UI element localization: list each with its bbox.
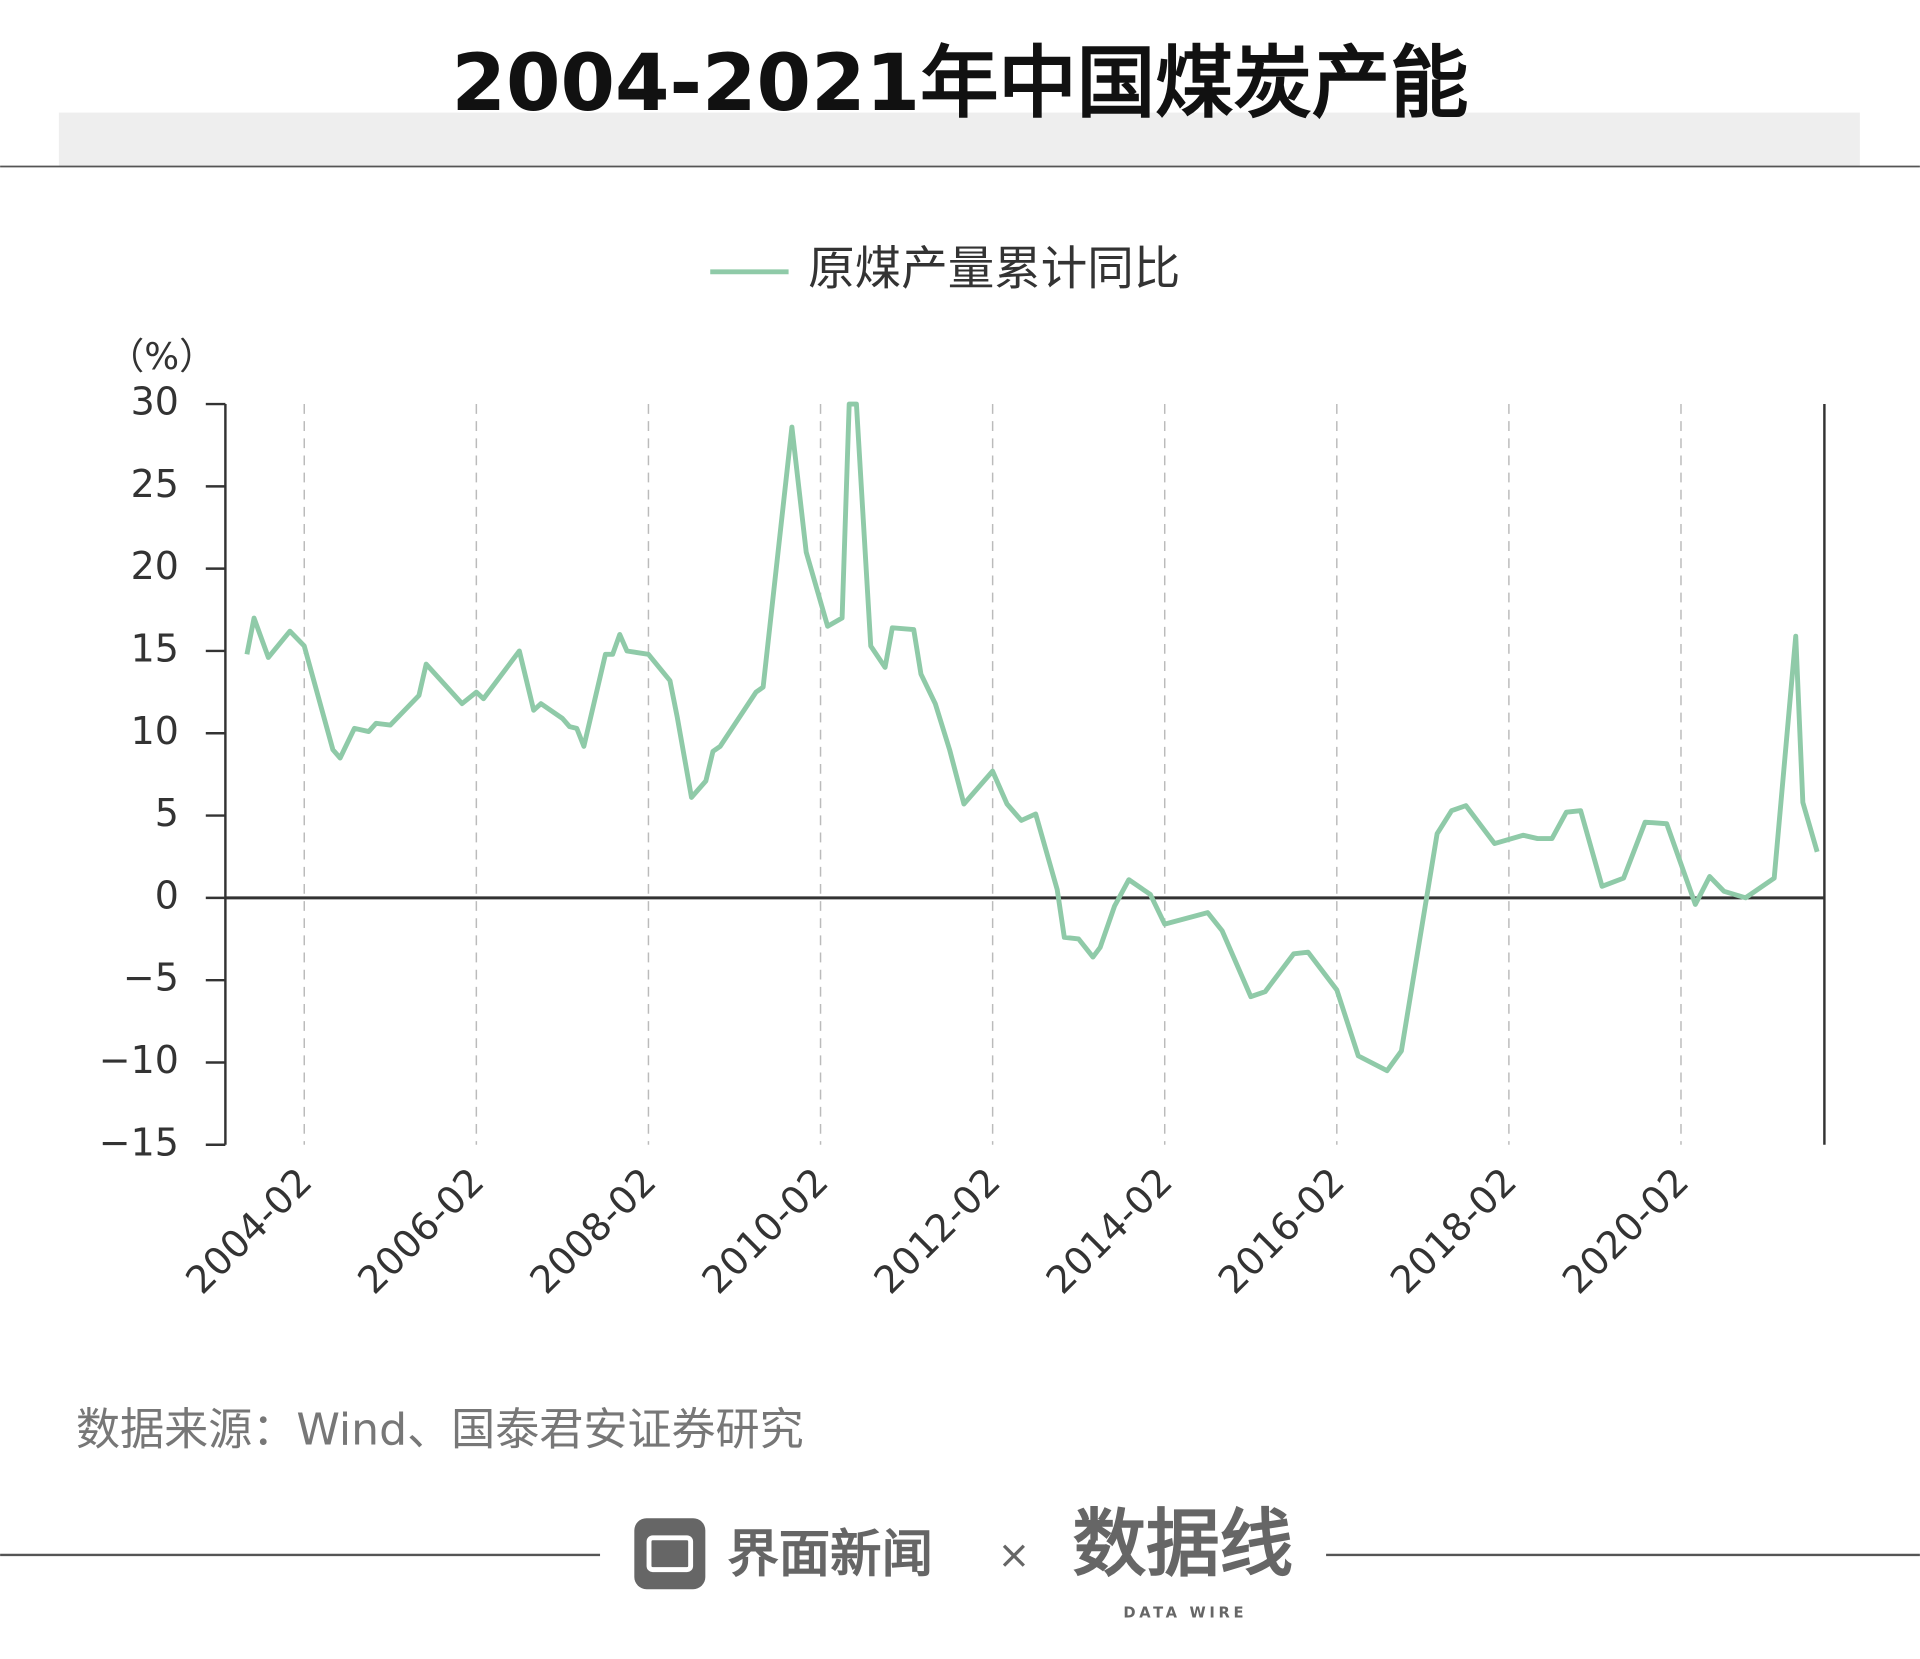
x-tick-label: 2004-02	[177, 1159, 320, 1302]
source: 数据来源：Wind、国泰君安证券研究	[76, 1404, 804, 1455]
y-tick-label: −5	[123, 956, 179, 1000]
legend-label: 原煤产量累计同比	[808, 241, 1180, 295]
x-tick-label: 2016-02	[1210, 1159, 1353, 1302]
partner-sub: DATA WIRE	[1123, 1605, 1247, 1622]
y-tick-label: 30	[131, 380, 179, 424]
x-tick-label: 2010-02	[693, 1159, 836, 1302]
x-tick-label: 2006-02	[349, 1159, 492, 1302]
partner: 数据线	[1073, 1502, 1293, 1587]
brand: 界面新闻	[727, 1524, 933, 1584]
x-tick-label: 2020-02	[1554, 1159, 1697, 1302]
y-tick-label: 25	[131, 462, 179, 506]
brand-icon	[634, 1518, 706, 1590]
y-tick-label: 15	[131, 626, 179, 670]
y-tick-label: 20	[131, 544, 179, 588]
y-unit: （%）	[108, 335, 216, 378]
brand-icon-inner	[646, 1535, 694, 1573]
x-tick-label: 2008-02	[521, 1159, 664, 1302]
separator: ×	[997, 1533, 1030, 1578]
data-line	[244, 401, 1820, 1074]
x-tick-label: 2018-02	[1382, 1159, 1525, 1302]
y-tick-label: −10	[99, 1038, 179, 1082]
x-tick-label: 2012-02	[866, 1159, 1009, 1302]
y-tick-label: 10	[131, 709, 179, 753]
y-tick-label: 0	[155, 873, 179, 917]
y-tick-label: −15	[99, 1120, 179, 1164]
title-band	[58, 112, 1860, 167]
chart-title: 2004-2021年中国煤炭产能	[451, 38, 1468, 129]
y-tick-label: 5	[155, 791, 179, 835]
x-tick-label: 2014-02	[1038, 1159, 1181, 1302]
